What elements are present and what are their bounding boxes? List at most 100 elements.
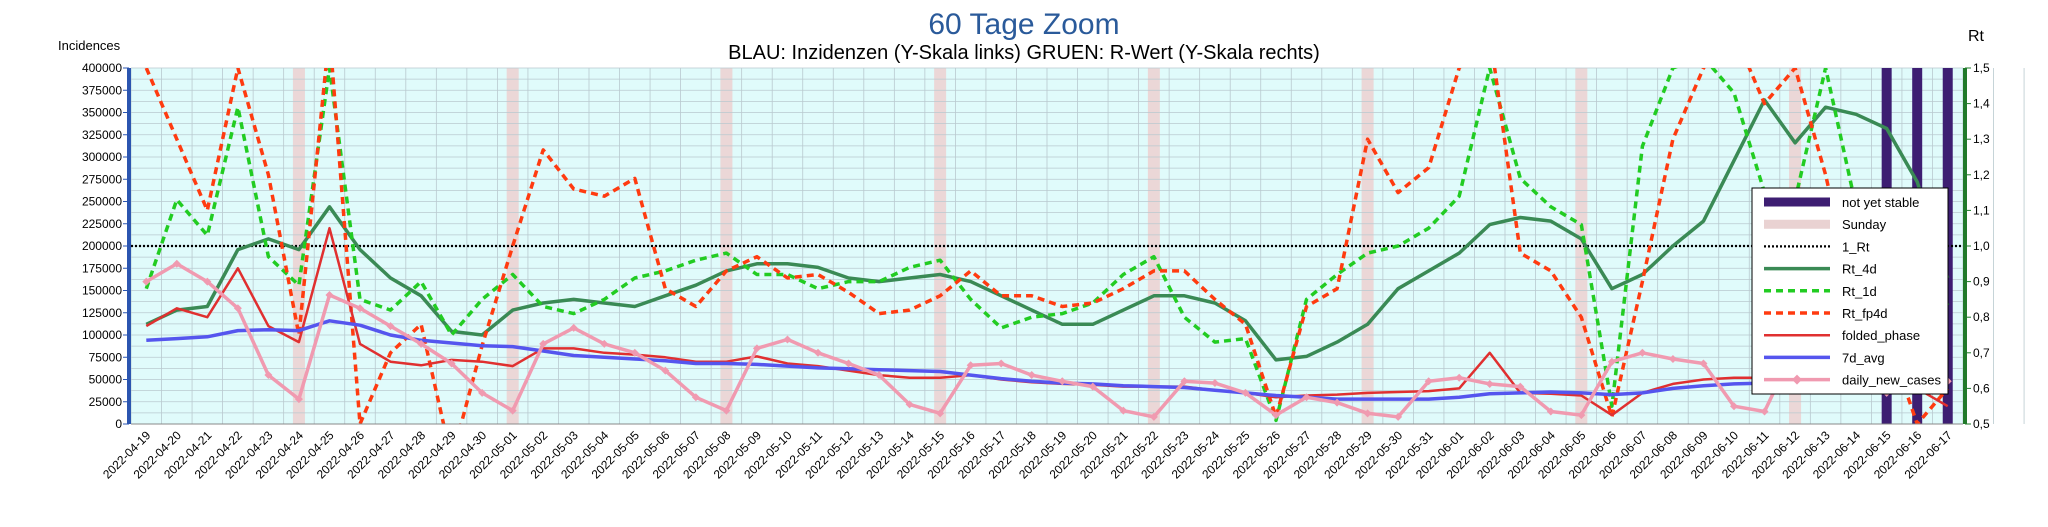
data-point [417, 339, 426, 348]
tick-label-left: 250000 [82, 195, 122, 209]
data-point [356, 304, 364, 313]
data-point [1363, 409, 1372, 418]
tick-label-right: 0,8 [1973, 310, 1990, 324]
data-point [1455, 373, 1464, 382]
data-point [1027, 371, 1036, 380]
data-point [386, 322, 395, 331]
data-point [1668, 355, 1677, 364]
tick-label-left: 0 [115, 417, 122, 431]
legend-label: Rt_fp4d [1842, 306, 1888, 321]
data-point [966, 361, 975, 370]
tick-label-right: 1,4 [1973, 97, 1990, 111]
legend-label: 7d_avg [1842, 350, 1885, 365]
tick-label-right: 1,5 [1973, 61, 1990, 75]
data-point [1180, 377, 1189, 386]
tick-label-right: 0,6 [1973, 381, 1990, 395]
tick-label-left: 225000 [82, 217, 122, 231]
tick-label-left: 75000 [89, 350, 123, 364]
data-point [600, 339, 609, 348]
tick-label-left: 125000 [82, 306, 122, 320]
series-line-daily-new-cases [145, 262, 1948, 419]
data-point [814, 348, 822, 357]
series-line-7d-avg [146, 319, 1948, 401]
tick-label-left: 100000 [82, 328, 122, 342]
data-point [233, 304, 242, 313]
data-point [539, 339, 548, 348]
tick-label-left: 275000 [82, 172, 122, 186]
tick-label-right: 0,5 [1973, 417, 1990, 431]
data-point [783, 335, 792, 344]
data-point [264, 371, 273, 380]
data-point [1638, 348, 1647, 357]
series-line-Rt-fp4d [144, 68, 1950, 424]
y-axis-right-label: Rt [1968, 28, 1984, 45]
tick-label-left: 50000 [89, 373, 123, 387]
data-point [1241, 388, 1250, 397]
data-point [569, 323, 578, 332]
legend-label: folded_phase [1842, 328, 1920, 343]
data-point [1088, 382, 1097, 391]
data-point [142, 277, 151, 286]
tick-label-left: 150000 [82, 284, 122, 298]
data-point [1394, 412, 1403, 421]
tick-label-right: 1,1 [1973, 203, 1990, 217]
data-point [1760, 407, 1769, 416]
tick-label-right: 1,2 [1973, 168, 1990, 182]
chart-subtitle: BLAU: Inzidenzen (Y-Skala links) GRUEN: … [728, 42, 1320, 64]
data-point [905, 400, 914, 409]
tick-label-left: 325000 [82, 128, 122, 142]
tick-label-right: 1,0 [1973, 239, 1990, 253]
data-point [203, 277, 212, 286]
data-point [1119, 406, 1128, 415]
tick-label-left: 300000 [82, 150, 122, 164]
data-point [1272, 411, 1280, 420]
data-point [508, 406, 517, 415]
legend-label: Rt_1d [1842, 284, 1877, 299]
data-point [294, 395, 303, 404]
tick-label-left: 400000 [82, 61, 122, 75]
series-line-Rt-1d [144, 68, 1950, 423]
legend-label: daily_new_cases [1842, 373, 1942, 388]
data-point [1546, 407, 1555, 416]
data-point [1333, 398, 1342, 407]
tick-label-left: 25000 [89, 395, 123, 409]
tick-label-left: 375000 [82, 83, 122, 97]
tick-label-right: 1,3 [1973, 132, 1990, 146]
legend-label: not yet stable [1842, 195, 1919, 210]
data-point [752, 344, 761, 353]
data-point [447, 359, 456, 368]
data-point [844, 359, 853, 368]
data-point [1210, 379, 1219, 388]
tick-label-left: 350000 [82, 106, 122, 120]
data-point [1607, 357, 1616, 366]
data-point [1485, 379, 1494, 388]
y-axis-left-label: Incidences [58, 38, 121, 53]
data-point [172, 259, 181, 268]
data-point [997, 359, 1006, 368]
data-point [936, 409, 945, 418]
series-group [142, 68, 1952, 424]
tick-label-left: 200000 [82, 239, 122, 253]
data-point [1516, 382, 1525, 391]
data-point [1699, 359, 1708, 368]
data-point [1424, 377, 1433, 386]
data-point [875, 371, 884, 380]
chart-title: 60 Tage Zoom [928, 8, 1120, 41]
data-point [1577, 411, 1586, 420]
tick-label-right: 0,7 [1973, 346, 1990, 360]
data-point [325, 290, 334, 299]
legend-label: 1_Rt [1842, 239, 1870, 254]
data-point [1149, 412, 1158, 421]
data-point [691, 393, 700, 402]
data-point [478, 388, 487, 397]
data-point [1730, 402, 1738, 411]
legend-label: Rt_4d [1842, 262, 1877, 277]
data-point [722, 406, 731, 415]
data-point [661, 366, 670, 375]
data-point [1302, 393, 1311, 402]
data-point [630, 348, 639, 357]
legend-marker [1792, 374, 1802, 385]
legend-label: Sunday [1842, 217, 1887, 232]
